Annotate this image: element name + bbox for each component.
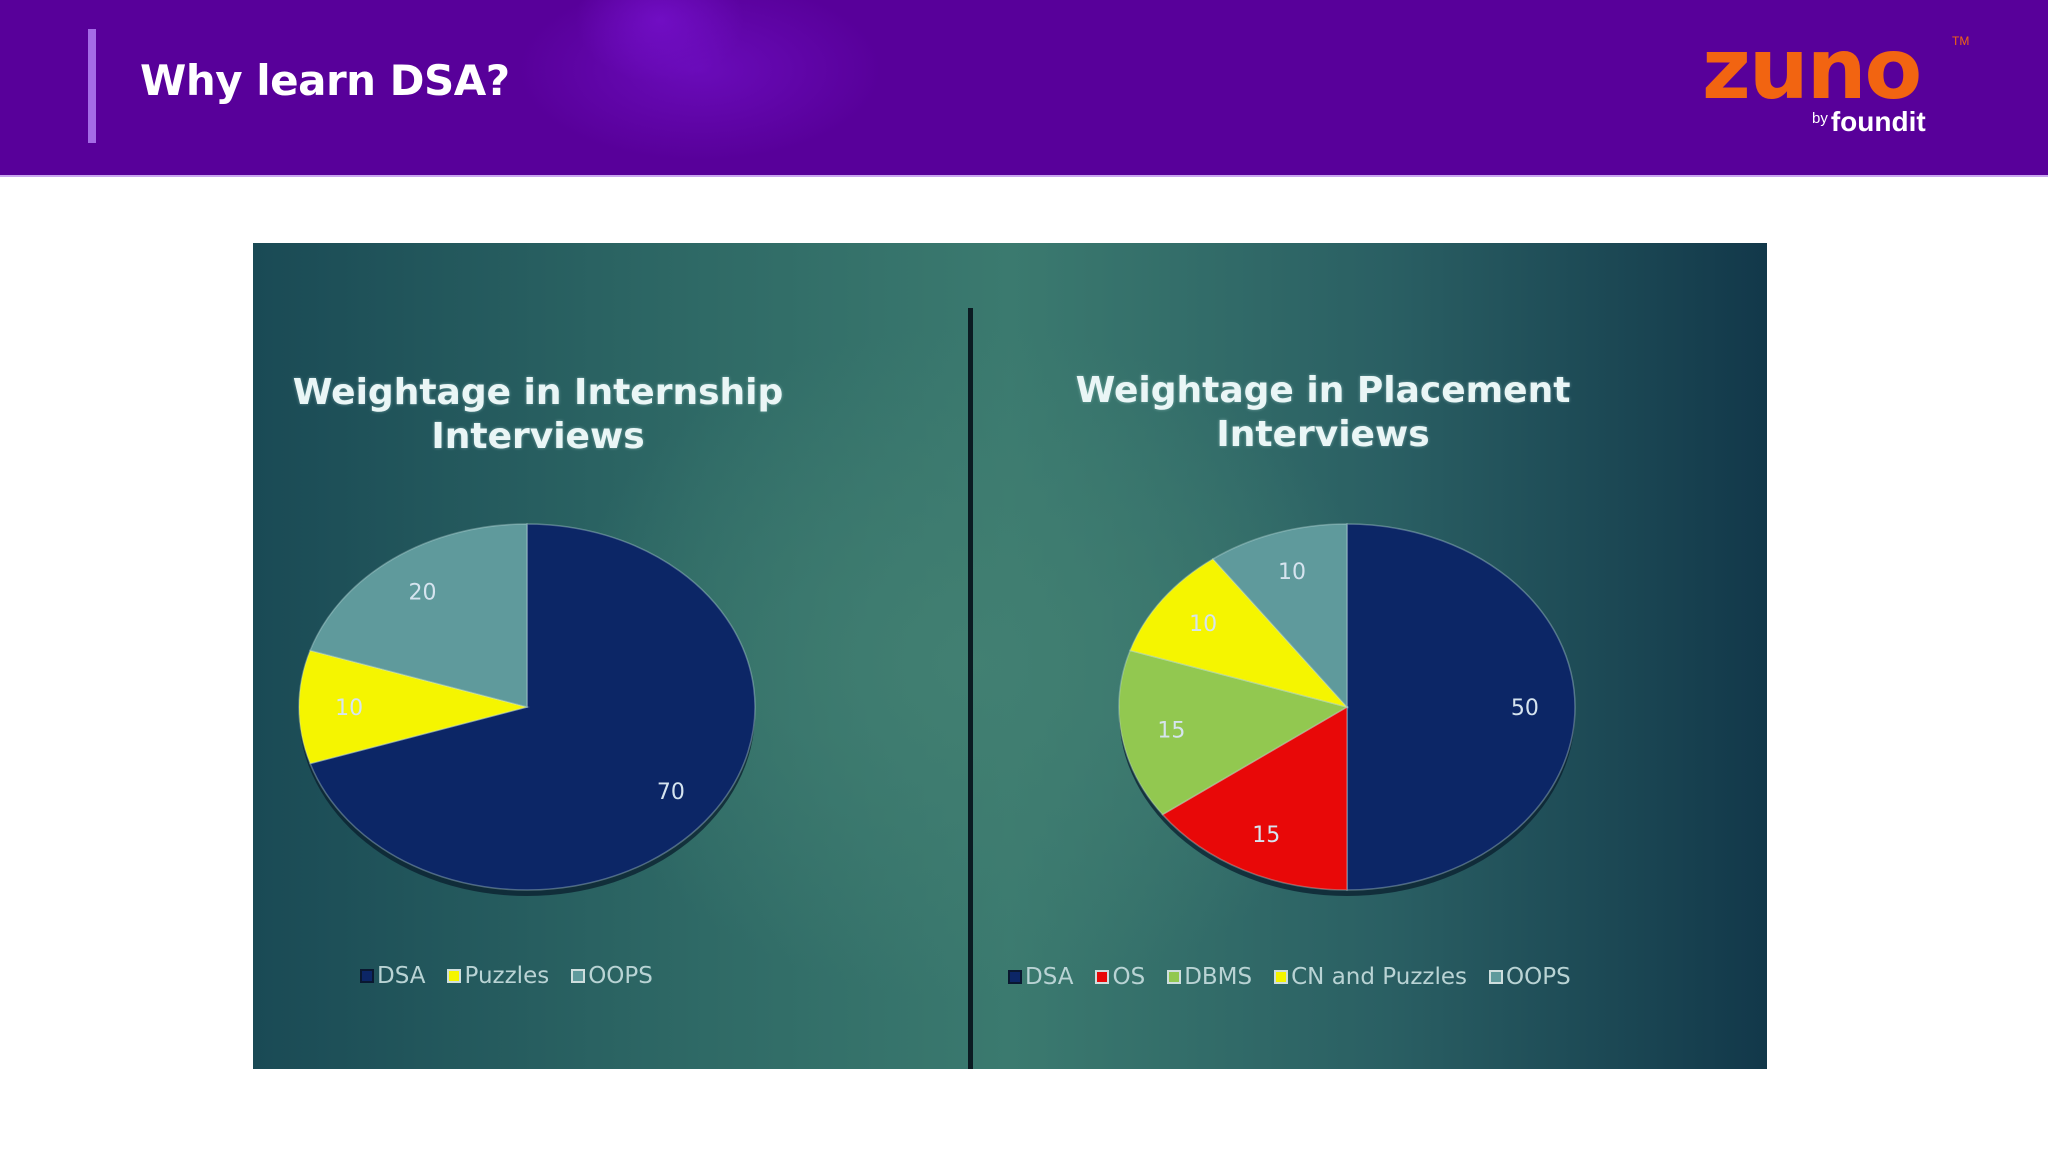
legend-label: OOPS: [588, 963, 653, 989]
pie-slice-puzzles: [298, 649, 530, 765]
legend-item-dbms: DBMS: [1167, 964, 1252, 990]
slide-header: Why learn DSA? zuno TM by foundit: [0, 0, 2048, 177]
slide-title: Why learn DSA?: [140, 56, 510, 105]
placement-pie: 50 15 15 10 10: [1118, 523, 1576, 896]
pie-slice-dsa: [309, 523, 756, 891]
legend-label: OOPS: [1506, 964, 1571, 990]
logo-trademark: TM: [1952, 34, 1970, 48]
pie-slice-dsa: [1346, 523, 1576, 891]
legend-label: DSA: [377, 963, 426, 989]
internship-title-line-2: Interviews: [431, 416, 645, 457]
legend-swatch-icon: [360, 969, 374, 983]
title-accent-bar: [88, 29, 96, 143]
legend-swatch-icon: [1095, 970, 1110, 984]
legend-item-dsa: DSA: [1008, 964, 1073, 990]
pie-slice-os: [1161, 705, 1348, 891]
legend-label: OS: [1112, 964, 1146, 990]
pie-slice-dbms: [1118, 649, 1349, 816]
logo-brand: foundit: [1830, 106, 1926, 137]
placement-title-line-2: Interviews: [1216, 414, 1430, 455]
zuno-logo: zuno TM by foundit: [1700, 20, 1980, 140]
legend-item-os: OS: [1095, 964, 1145, 990]
legend-item-oops: OOPS: [1489, 964, 1571, 990]
legend-swatch-icon: [1008, 970, 1022, 984]
internship-legend: DSA Puzzles OOPS: [360, 963, 653, 989]
decoration-inner-arc: [186, 289, 260, 308]
legend-swatch-icon: [571, 969, 586, 983]
legend-swatch-icon: [1489, 970, 1503, 984]
corner-decoration: [0, 178, 260, 308]
pie-data-label: 15: [1252, 823, 1280, 848]
internship-chart-title: Weightage in Internship Interviews: [273, 371, 803, 459]
placement-legend: DSA OS DBMS CN and Puzzles OOPS: [1008, 964, 1571, 990]
pie-slice-cn-and-puzzles: [1129, 557, 1350, 709]
legend-swatch-icon: [447, 969, 462, 983]
placement-chart-title: Weightage in Placement Interviews: [1043, 369, 1603, 457]
logo-by: by: [1812, 110, 1828, 127]
pie-slice-oops: [309, 523, 528, 708]
legend-label: DBMS: [1184, 964, 1253, 990]
pie-data-label: 70: [657, 780, 685, 805]
pie-data-label: 20: [408, 581, 436, 606]
legend-swatch-icon: [1167, 970, 1182, 984]
legend-item-dsa: DSA: [360, 963, 425, 989]
pie-data-label: 10: [1189, 612, 1217, 637]
decoration-outer-arc: [141, 244, 260, 308]
pie-charts-canvas: 70 10 20 50 15 15 10 10: [298, 523, 1576, 896]
legend-label: CN and Puzzles: [1291, 964, 1467, 990]
pie-data-label: 10: [335, 696, 363, 721]
placement-title-line-1: Weightage in Placement: [1075, 370, 1571, 411]
pie-data-label: 10: [1278, 560, 1306, 585]
legend-item-cn-and-puzzles: CN and Puzzles: [1274, 964, 1467, 990]
legend-label: Puzzles: [464, 963, 550, 989]
logo-wordmark: zuno: [1702, 20, 1922, 118]
chart-image: 70 10 20 50 15 15 10 10 Weightage in Internshi…: [253, 243, 1767, 1069]
internship-title-line-1: Weightage in Internship: [292, 372, 784, 413]
internship-pie: 70 10 20: [298, 523, 756, 896]
legend-label: DSA: [1025, 964, 1074, 990]
pie-data-label: 15: [1157, 718, 1185, 743]
legend-swatch-icon: [1274, 970, 1289, 984]
legend-item-oops: OOPS: [571, 963, 653, 989]
pie-slice-oops: [1211, 523, 1348, 709]
pie-data-label: 50: [1511, 696, 1539, 721]
chart-divider: [968, 308, 973, 1069]
logo-byline: by foundit: [1812, 106, 1926, 138]
legend-item-puzzles: Puzzles: [447, 963, 549, 989]
